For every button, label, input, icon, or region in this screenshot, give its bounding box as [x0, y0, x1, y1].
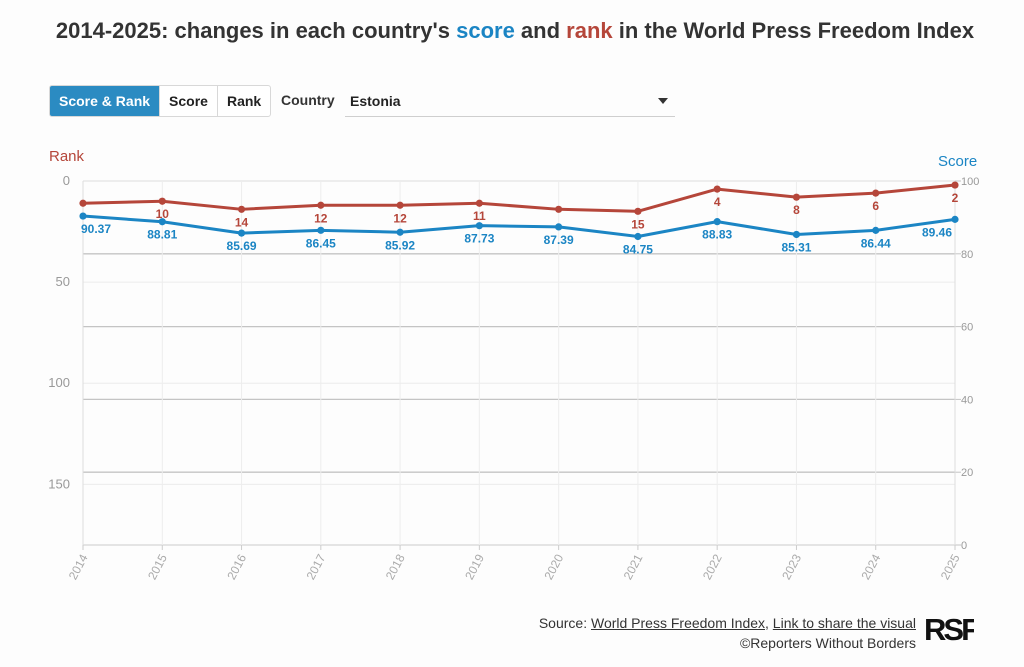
score-data-label: 89.46 [922, 225, 952, 239]
tab-rank[interactable]: Rank [216, 86, 270, 116]
x-tick-label: 2024 [858, 552, 883, 582]
score-tick-label: 0 [961, 540, 967, 552]
score-point [872, 226, 880, 234]
score-point [158, 218, 166, 226]
rank-tick-label: 150 [48, 476, 70, 491]
score-point [237, 229, 246, 237]
x-tick-label: 2025 [938, 552, 963, 582]
tab-score[interactable]: Score [159, 86, 217, 116]
score-data-label: 85.69 [227, 239, 257, 253]
rank-series-line [82, 183, 956, 213]
score-tick-label: 100 [961, 176, 979, 188]
rank-point [634, 207, 642, 215]
country-label: Country [281, 92, 335, 108]
rank-point [158, 197, 166, 205]
source-line: Source: World Press Freedom Index, Link … [539, 613, 916, 633]
score-data-label: 86.45 [306, 236, 336, 250]
copyright: ©Reporters Without Borders [739, 635, 916, 651]
rank-data-label: 14 [235, 215, 249, 229]
score-data-label: 87.39 [544, 233, 574, 247]
rank-point [713, 185, 721, 193]
score-point [792, 230, 801, 239]
score-data-label: 88.83 [702, 228, 732, 242]
x-tick-label: 2019 [462, 552, 487, 582]
score-tick-label: 20 [961, 467, 973, 479]
title-score-word: score [456, 18, 515, 43]
rank-data-label: 4 [714, 195, 721, 209]
x-tick-label: 2014 [66, 552, 91, 582]
score-point [79, 212, 87, 220]
rank-axis-title: Rank [49, 148, 85, 165]
x-tick-label: 2020 [541, 552, 566, 582]
rank-data-label: 15 [631, 217, 645, 231]
share-link[interactable]: Link to share the visual [772, 615, 916, 631]
x-tick-label: 2016 [224, 552, 249, 582]
score-data-label: 85.31 [781, 240, 811, 254]
rank-point [475, 199, 483, 207]
score-data-label: 86.44 [861, 236, 891, 250]
source-link[interactable]: World Press Freedom Index [590, 615, 766, 631]
score-point [396, 228, 404, 236]
tab-score-and-rank[interactable]: Score & Rank [50, 86, 160, 116]
rank-data-label: 2 [952, 191, 959, 205]
rsf-logo: RSF [924, 612, 974, 645]
x-tick-label: 2017 [304, 552, 329, 582]
x-tick-label: 2023 [779, 552, 804, 582]
x-tick-label: 2018 [383, 552, 408, 582]
country-selected-value: Estonia [350, 93, 401, 109]
score-axis-title: Score [938, 153, 978, 170]
chart-title: 2014-2025: changes in each country's sco… [40, 16, 990, 46]
rank-data-label: 11 [473, 209, 486, 223]
score-data-label: 85.92 [385, 238, 415, 252]
rank-point [396, 201, 404, 209]
score-tick-label: 60 [961, 322, 973, 334]
rank-tick-label: 50 [56, 274, 70, 289]
source-separator: , [765, 615, 773, 631]
x-tick-label: 2022 [700, 552, 725, 582]
score-point [555, 223, 563, 231]
score-data-label: 90.37 [81, 222, 111, 236]
score-point [475, 222, 483, 230]
title-suffix: in the World Press Freedom Index [612, 18, 975, 43]
rank-tick-label: 100 [48, 375, 70, 390]
x-tick-label: 2015 [145, 552, 170, 582]
score-data-label: 88.81 [147, 228, 177, 242]
rank-data-label: 12 [393, 211, 407, 225]
rank-data-label: 6 [872, 199, 879, 213]
title-prefix: 2014-2025: changes in each country's [55, 18, 457, 43]
chevron-down-icon [658, 98, 668, 104]
score-point [317, 226, 325, 234]
rank-point [237, 205, 246, 213]
score-tick-label: 40 [961, 394, 973, 406]
rank-point [555, 205, 563, 213]
rank-point [79, 199, 87, 207]
rank-data-label: 12 [314, 211, 328, 225]
title-middle: and [514, 18, 567, 43]
score-point [951, 215, 959, 223]
view-toggle: Score & Rank Score Rank [49, 85, 272, 117]
score-tick-label: 80 [961, 249, 973, 261]
score-series-line [82, 214, 956, 239]
rank-tick-label: 0 [63, 173, 70, 188]
country-select[interactable]: Estonia [345, 86, 675, 117]
rank-point [951, 181, 959, 189]
title-rank-word: rank [566, 18, 613, 43]
rank-point [792, 193, 801, 201]
rank-point [317, 201, 325, 209]
rank-point [872, 189, 880, 197]
score-point [713, 218, 721, 226]
score-data-label: 87.73 [464, 232, 494, 246]
score-data-label: 84.75 [623, 243, 653, 257]
score-point [634, 232, 642, 241]
footer: Source: World Press Freedom Index, Link … [539, 613, 916, 653]
source-prefix: Source: [538, 615, 591, 631]
rank-data-label: 8 [793, 203, 800, 217]
rsf-logo-text: RSF [924, 612, 974, 645]
rank-data-label: 10 [156, 207, 170, 221]
x-tick-label: 2021 [621, 552, 646, 582]
